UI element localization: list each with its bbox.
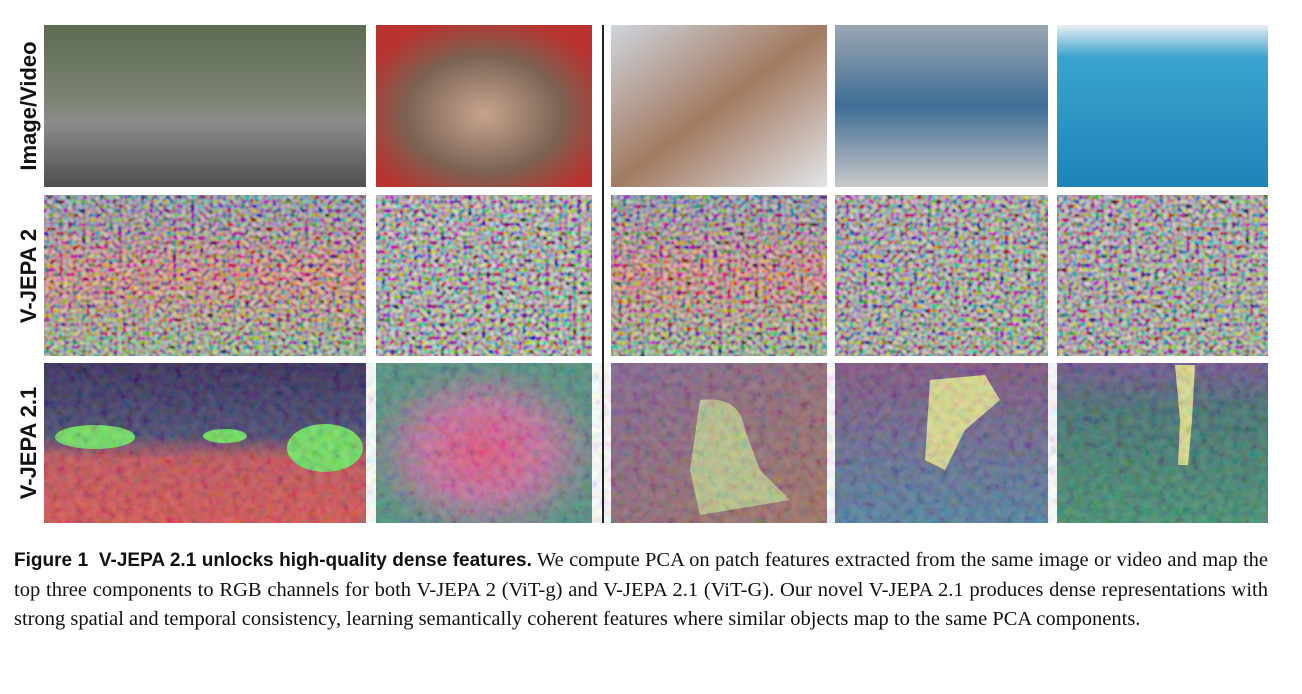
row-label: V-JEPA 2.1 xyxy=(16,387,41,500)
feature-noise xyxy=(835,195,1048,356)
image xyxy=(611,25,827,187)
feature-noise xyxy=(376,195,592,356)
caption-label: Figure 1 xyxy=(14,550,89,571)
caption-text: We compute PCA on patch features extract… xyxy=(14,549,1269,631)
feature-noise xyxy=(611,195,827,356)
feature-noise xyxy=(1057,195,1268,356)
feature-noise xyxy=(44,363,1268,523)
caption-title: V-JEPA 2.1 unlocks high-quality dense fe… xyxy=(98,550,532,571)
row-labels: Image/Video V-JEPA 2 V-JEPA 2.1 xyxy=(16,41,41,499)
row-label: V-JEPA 2 xyxy=(16,229,41,323)
caption: Figure 1 V-JEPA 2.1 unlocks high-quality… xyxy=(14,546,1268,635)
image xyxy=(1057,25,1268,187)
image xyxy=(44,25,366,187)
feature-noise xyxy=(44,195,366,356)
row-label: Image/Video xyxy=(16,41,41,170)
image xyxy=(835,25,1048,187)
feature-row xyxy=(44,363,1268,523)
image xyxy=(376,25,592,187)
figure: Image/Video V-JEPA 2 V-JEPA 2.1 xyxy=(16,25,1268,523)
image-row xyxy=(44,25,1268,187)
feature-row xyxy=(44,195,1268,356)
